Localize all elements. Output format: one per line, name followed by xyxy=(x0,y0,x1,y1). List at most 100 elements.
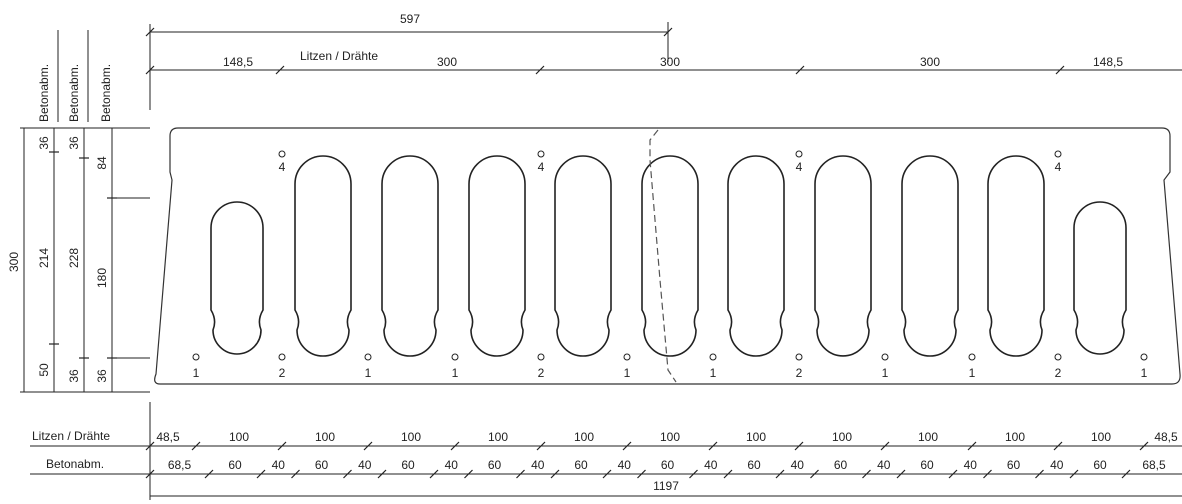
bottom-row2-value: 40 xyxy=(964,458,978,472)
top-dimension-segment: 300 xyxy=(660,55,680,69)
hollow-core xyxy=(554,155,612,357)
bottom-row2-value: 60 xyxy=(834,458,848,472)
bottom-strand-marker xyxy=(192,353,200,361)
bottom-row2-value: 40 xyxy=(704,458,718,472)
bottom-strand-marker xyxy=(709,353,717,361)
bottom-row2-label: Betonabm. xyxy=(46,457,104,471)
overall-top-dimension: 597 xyxy=(400,12,420,26)
dimension-tick xyxy=(794,441,804,451)
dimension-tick xyxy=(775,469,785,479)
dimension-tick xyxy=(1055,65,1065,75)
bottom-row2-value: 68,5 xyxy=(1142,458,1166,472)
dimension-tick xyxy=(708,441,718,451)
bottom-strand-label: 1 xyxy=(882,366,889,380)
bottom-strand-marker xyxy=(1054,353,1062,361)
dimension-tick xyxy=(145,27,155,37)
bottom-row2-value: 60 xyxy=(315,458,329,472)
dimension-tick xyxy=(145,65,155,75)
bottom-strand-label: 1 xyxy=(365,366,372,380)
bottom-strand-marker xyxy=(968,353,976,361)
dimension-tick xyxy=(429,469,439,479)
side-dim-col4-b: 180 xyxy=(95,268,109,288)
bottom-strand-marker xyxy=(364,353,372,361)
dimension-tick xyxy=(450,441,460,451)
dimension-tick xyxy=(1035,469,1044,479)
bottom-row1-value: 100 xyxy=(660,430,680,444)
bottom-row2-value: 40 xyxy=(877,458,891,472)
side-dim-col3-b: 228 xyxy=(67,248,81,268)
bottom-overall-dimension: 1197 xyxy=(653,479,679,493)
dimension-tick xyxy=(536,441,546,451)
dimension-tick xyxy=(862,469,871,479)
bottom-row2-value: 60 xyxy=(574,458,588,472)
hollow-core xyxy=(210,201,264,355)
dimension-tick xyxy=(377,469,387,479)
top-strand-label: 4 xyxy=(279,160,286,174)
dimension-tick xyxy=(550,469,560,479)
bottom-row1-label: Litzen / Drähte xyxy=(32,429,110,443)
bottom-row2-value: 40 xyxy=(358,458,372,472)
top-dimension-segment: 148,5 xyxy=(1093,55,1123,69)
bottom-row2-value: 60 xyxy=(488,458,502,472)
side-header-2: Betonabm. xyxy=(67,64,81,122)
top-strand-title: Litzen / Drähte xyxy=(300,49,378,63)
dimension-tick xyxy=(145,441,155,451)
bottom-strand-label: 1 xyxy=(452,366,459,380)
dimension-tick xyxy=(663,27,673,37)
bottom-strand-label: 1 xyxy=(624,366,631,380)
bottom-row2-value: 60 xyxy=(747,458,761,472)
top-dimension-segment: 300 xyxy=(920,55,940,69)
bottom-row1-value: 48,5 xyxy=(1154,430,1178,444)
bottom-strand-marker xyxy=(795,353,803,361)
hollow-core xyxy=(294,155,352,357)
bottom-row1-value: 100 xyxy=(315,430,335,444)
dimension-tick xyxy=(275,65,285,75)
bottom-row1-value: 100 xyxy=(746,430,766,444)
side-dim-total: 300 xyxy=(7,252,21,272)
bottom-strand-label: 2 xyxy=(796,366,803,380)
bottom-row2-value: 40 xyxy=(618,458,632,472)
dimension-tick xyxy=(880,441,890,451)
side-dim-col3-c: 36 xyxy=(67,369,81,383)
side-dim-col2-a: 36 xyxy=(37,136,51,150)
dimension-tick xyxy=(723,469,733,479)
bottom-row2-value: 68,5 xyxy=(168,458,192,472)
dimension-tick xyxy=(535,65,545,75)
bottom-row1-dimensions: 48,5 100 100 100 100 100 100 100 100 100 100 100 48,… xyxy=(145,430,1178,451)
dimension-tick xyxy=(1053,441,1063,451)
top-strand-label: 4 xyxy=(796,160,803,174)
bottom-row1-value: 48,5 xyxy=(156,430,180,444)
top-strand-marker xyxy=(1054,150,1062,158)
bottom-row1-value: 100 xyxy=(832,430,852,444)
side-dim-col3-a: 36 xyxy=(67,136,81,150)
dimension-tick xyxy=(983,469,992,479)
top-strand-marker xyxy=(795,150,803,158)
bottom-strand-marker xyxy=(623,353,631,361)
hollow-core xyxy=(727,155,785,357)
dimension-tick xyxy=(516,469,525,479)
bottom-row1-value: 100 xyxy=(1005,430,1025,444)
bottom-row1-value: 100 xyxy=(1091,430,1111,444)
joint-dashed-line xyxy=(649,129,677,383)
bottom-strand-marker xyxy=(1140,353,1148,361)
bottom-strand-label: 2 xyxy=(1055,366,1062,380)
bottom-row2-value: 60 xyxy=(920,458,934,472)
dimension-tick xyxy=(602,469,612,479)
dimension-tick xyxy=(896,469,906,479)
dimension-tick xyxy=(637,469,646,479)
dimension-tick xyxy=(464,469,473,479)
dimension-tick xyxy=(363,441,373,451)
dimension-tick xyxy=(204,469,214,479)
bottom-row2-value: 60 xyxy=(661,458,675,472)
bottom-strand-label: 1 xyxy=(1141,366,1148,380)
dimension-tick xyxy=(1121,469,1131,479)
dimension-tick xyxy=(1069,469,1079,479)
bottom-strand-marker xyxy=(278,353,286,361)
bottom-row2-value: 60 xyxy=(228,458,242,472)
dimension-tick xyxy=(967,441,977,451)
top-dimension-segment: 148,5 xyxy=(223,55,253,69)
bottom-strand-marker xyxy=(537,353,545,361)
bottom-row2-value: 40 xyxy=(445,458,459,472)
bottom-row2-value: 60 xyxy=(1007,458,1021,472)
